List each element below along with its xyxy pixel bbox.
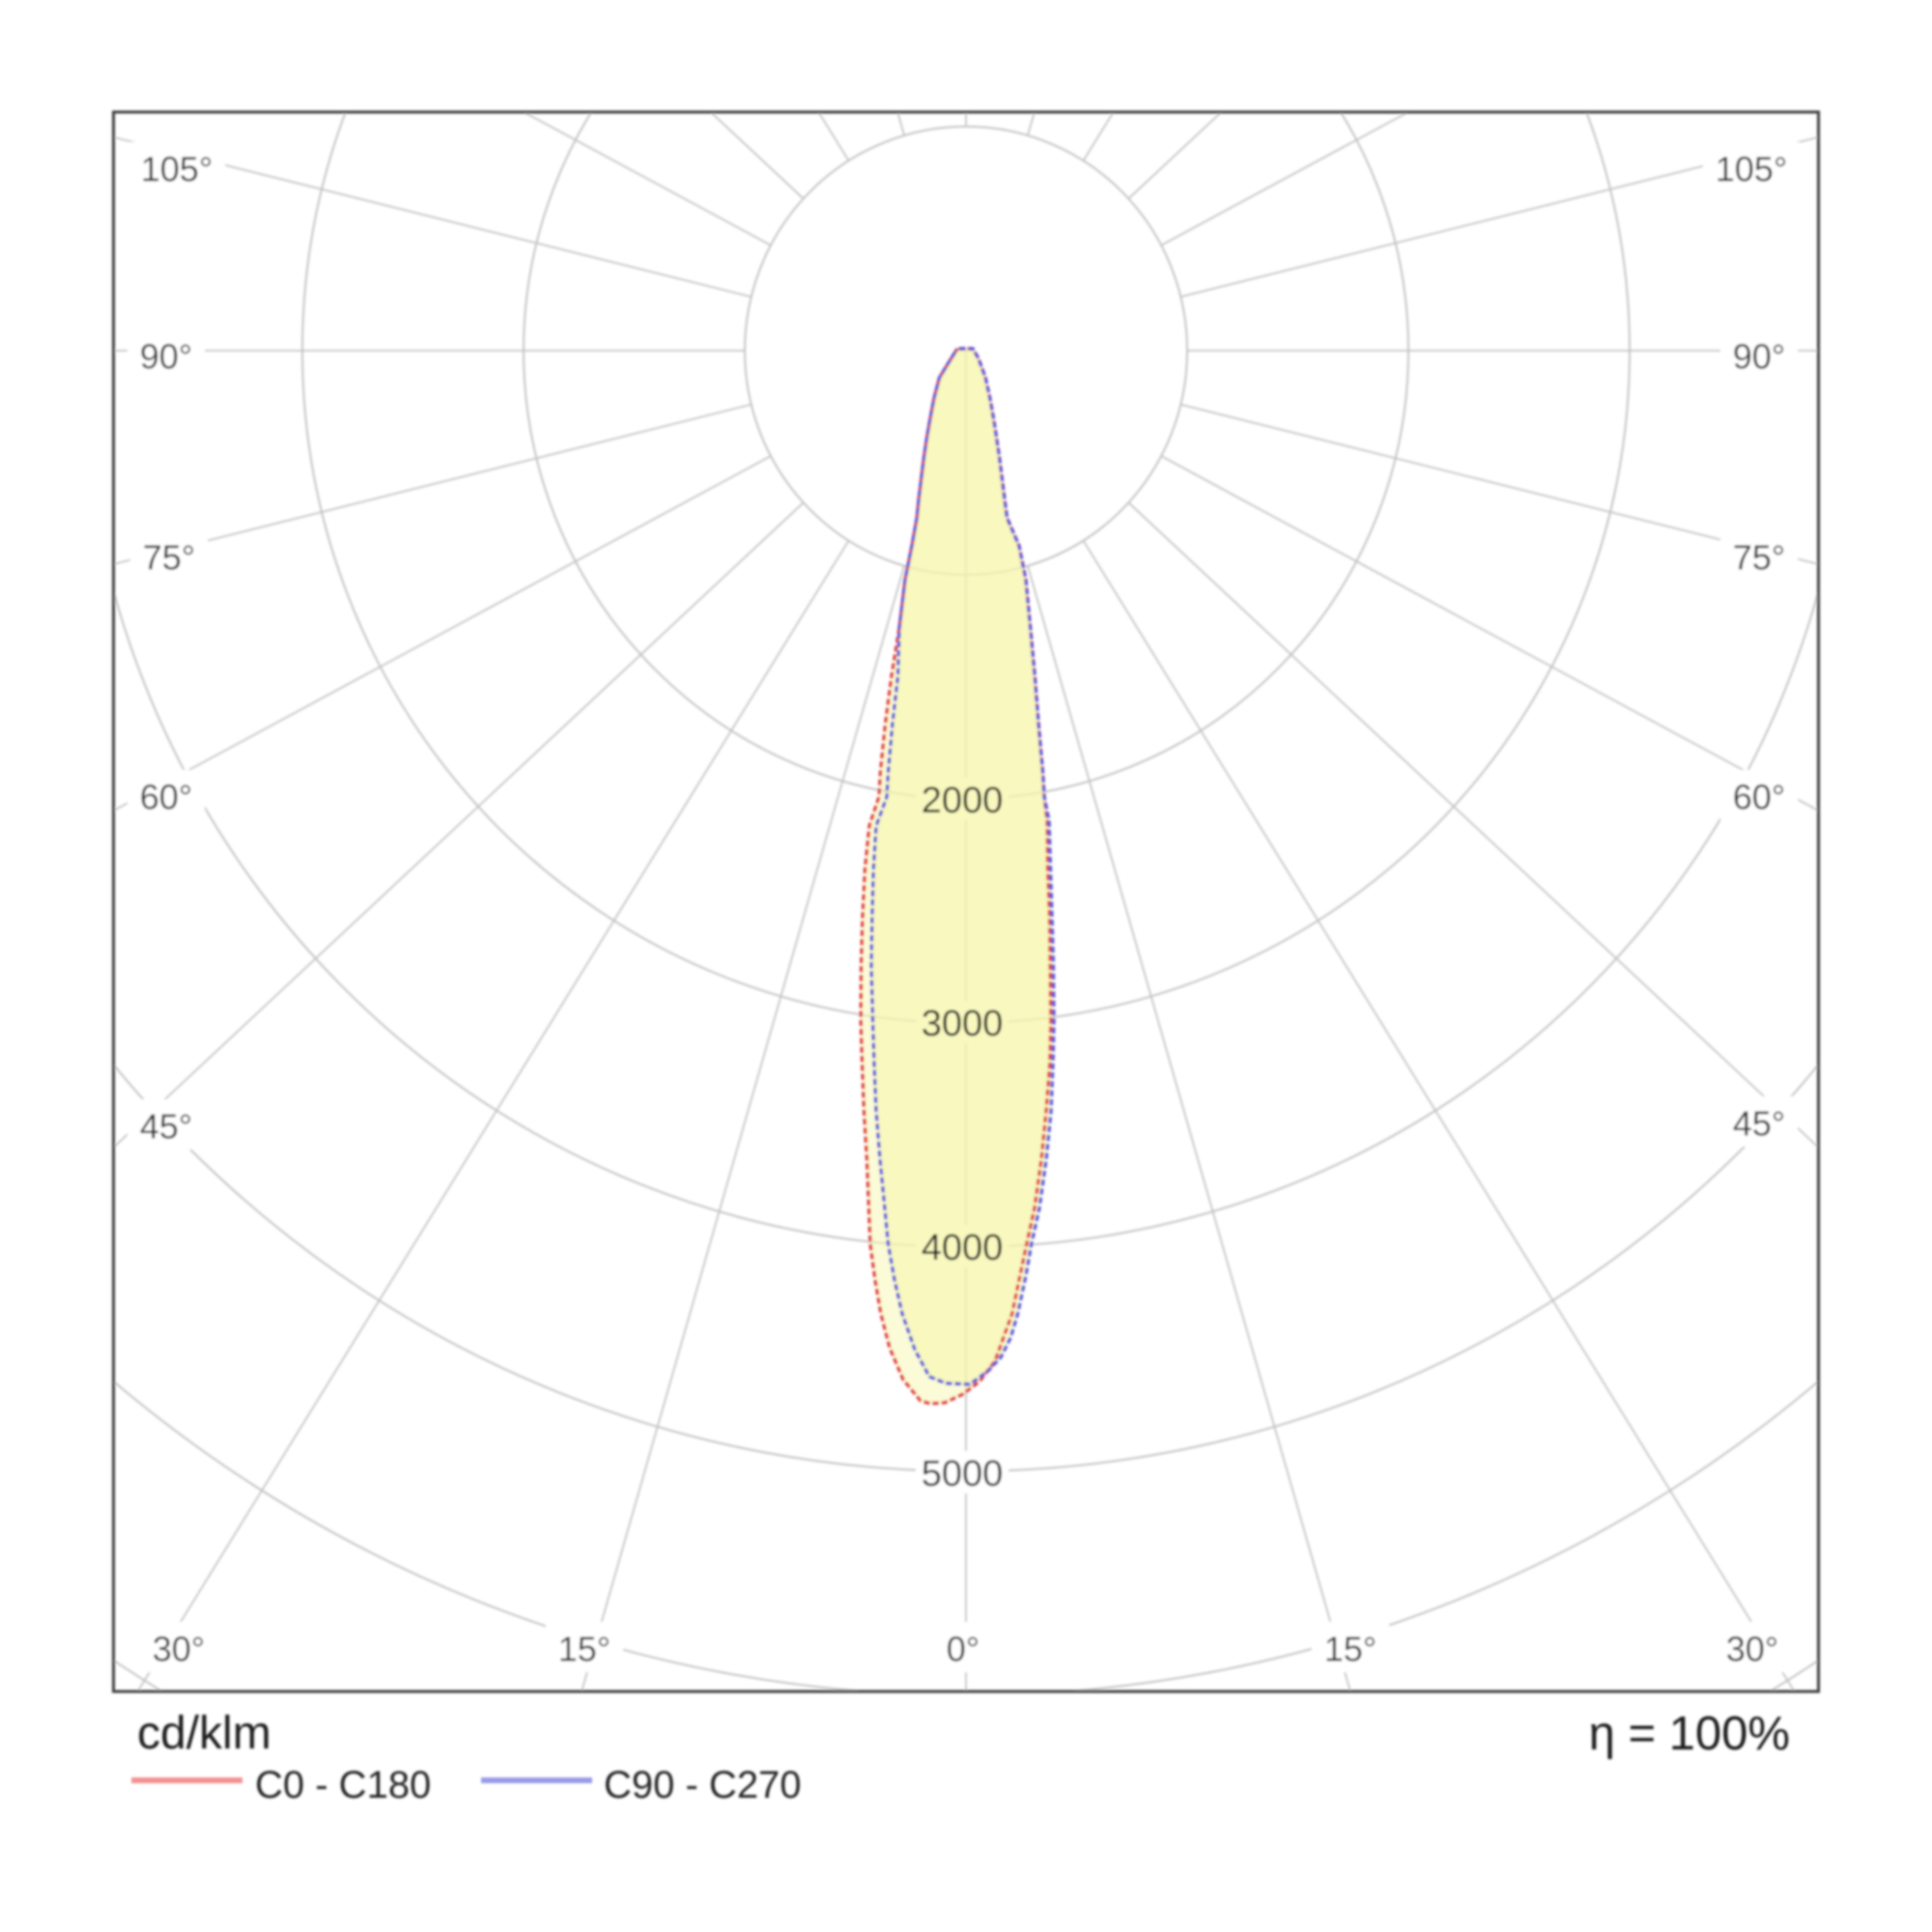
svg-text:105°: 105° xyxy=(1716,150,1787,189)
svg-text:η = 100%: η = 100% xyxy=(1589,1708,1790,1760)
svg-text:15°: 15° xyxy=(1324,1630,1377,1669)
svg-text:C0 - C180: C0 - C180 xyxy=(255,1764,431,1806)
svg-text:45°: 45° xyxy=(1733,1104,1785,1144)
svg-text:75°: 75° xyxy=(1733,538,1785,578)
svg-text:5000: 5000 xyxy=(922,1454,1004,1494)
svg-text:3000: 3000 xyxy=(922,1004,1004,1044)
svg-text:90°: 90° xyxy=(140,337,192,377)
svg-text:4000: 4000 xyxy=(922,1228,1004,1268)
svg-text:105°: 105° xyxy=(141,150,213,189)
svg-text:15°: 15° xyxy=(558,1630,611,1669)
svg-text:cd/klm: cd/klm xyxy=(137,1708,271,1759)
svg-text:C90 - C270: C90 - C270 xyxy=(604,1764,802,1806)
svg-text:30°: 30° xyxy=(153,1630,205,1669)
svg-text:90°: 90° xyxy=(1733,337,1785,377)
svg-text:45°: 45° xyxy=(140,1107,192,1147)
svg-text:75°: 75° xyxy=(143,538,195,578)
svg-text:2000: 2000 xyxy=(922,781,1004,821)
svg-text:60°: 60° xyxy=(140,778,192,817)
svg-text:0°: 0° xyxy=(947,1630,980,1669)
svg-text:60°: 60° xyxy=(1733,778,1785,817)
svg-text:30°: 30° xyxy=(1726,1630,1778,1669)
